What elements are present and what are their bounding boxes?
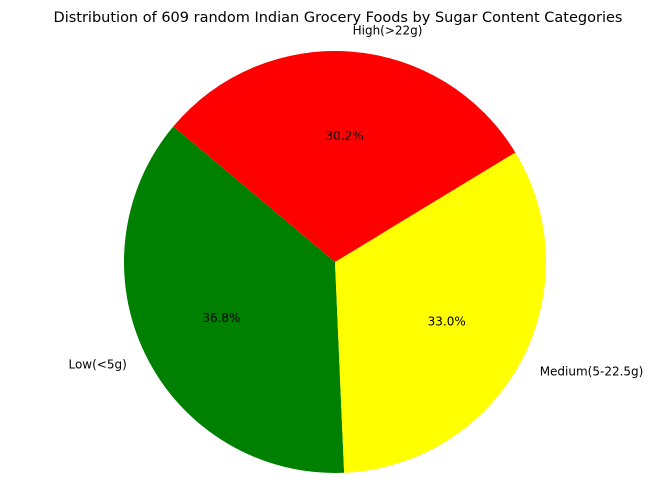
slice-label-low-5g: Low(<5g) — [68, 358, 126, 372]
pie-labels: Low(<5g) 36.8% Medium(5-22.5g) 33.0% High(>2… — [68, 24, 643, 379]
slice-label-medium-5-22-5g: Medium(5-22.5g) — [540, 364, 644, 378]
chart-title: Distribution of 609 random Indian Grocer… — [54, 10, 623, 26]
slice-percent-medium-5-22-5g: 33.0% — [428, 315, 466, 329]
slice-percent-high-22g: 30.2% — [326, 129, 364, 143]
pie-slice-medium-5-22-5g — [335, 152, 547, 473]
pie-slices — [123, 50, 547, 473]
slice-percent-low-5g: 36.8% — [202, 311, 240, 325]
pie-slice-high-22g — [173, 50, 516, 262]
pie-slice-low-5g — [123, 126, 345, 473]
slice-label-high-22g: High(>22g) — [353, 24, 423, 38]
